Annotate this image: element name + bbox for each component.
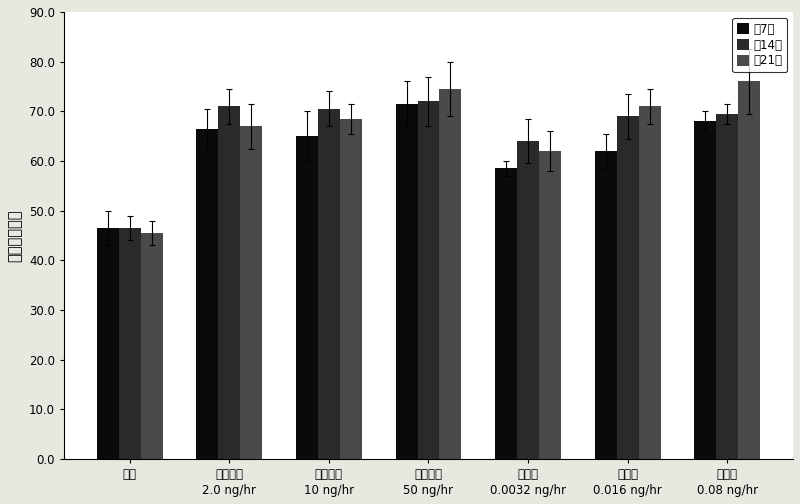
Bar (340, 119, 362, 459)
Bar (196, 129, 218, 459)
Bar (296, 136, 318, 459)
Bar (418, 101, 439, 459)
Bar (638, 106, 661, 459)
Bar (318, 109, 340, 459)
Bar (118, 228, 141, 459)
Bar (539, 151, 561, 459)
Bar (617, 116, 638, 459)
Bar (240, 126, 262, 459)
Bar (517, 141, 539, 459)
Bar (738, 82, 760, 459)
Bar (716, 114, 738, 459)
Bar (595, 151, 617, 459)
Bar (97, 228, 118, 459)
Bar (396, 104, 418, 459)
Y-axis label: 基线的百分比: 基线的百分比 (7, 209, 22, 262)
Legend: 第7天, 第14天, 第21天: 第7天, 第14天, 第21天 (732, 18, 787, 72)
Bar (141, 233, 162, 459)
Bar (694, 121, 716, 459)
Bar (439, 89, 462, 459)
Bar (495, 168, 517, 459)
Bar (218, 106, 240, 459)
